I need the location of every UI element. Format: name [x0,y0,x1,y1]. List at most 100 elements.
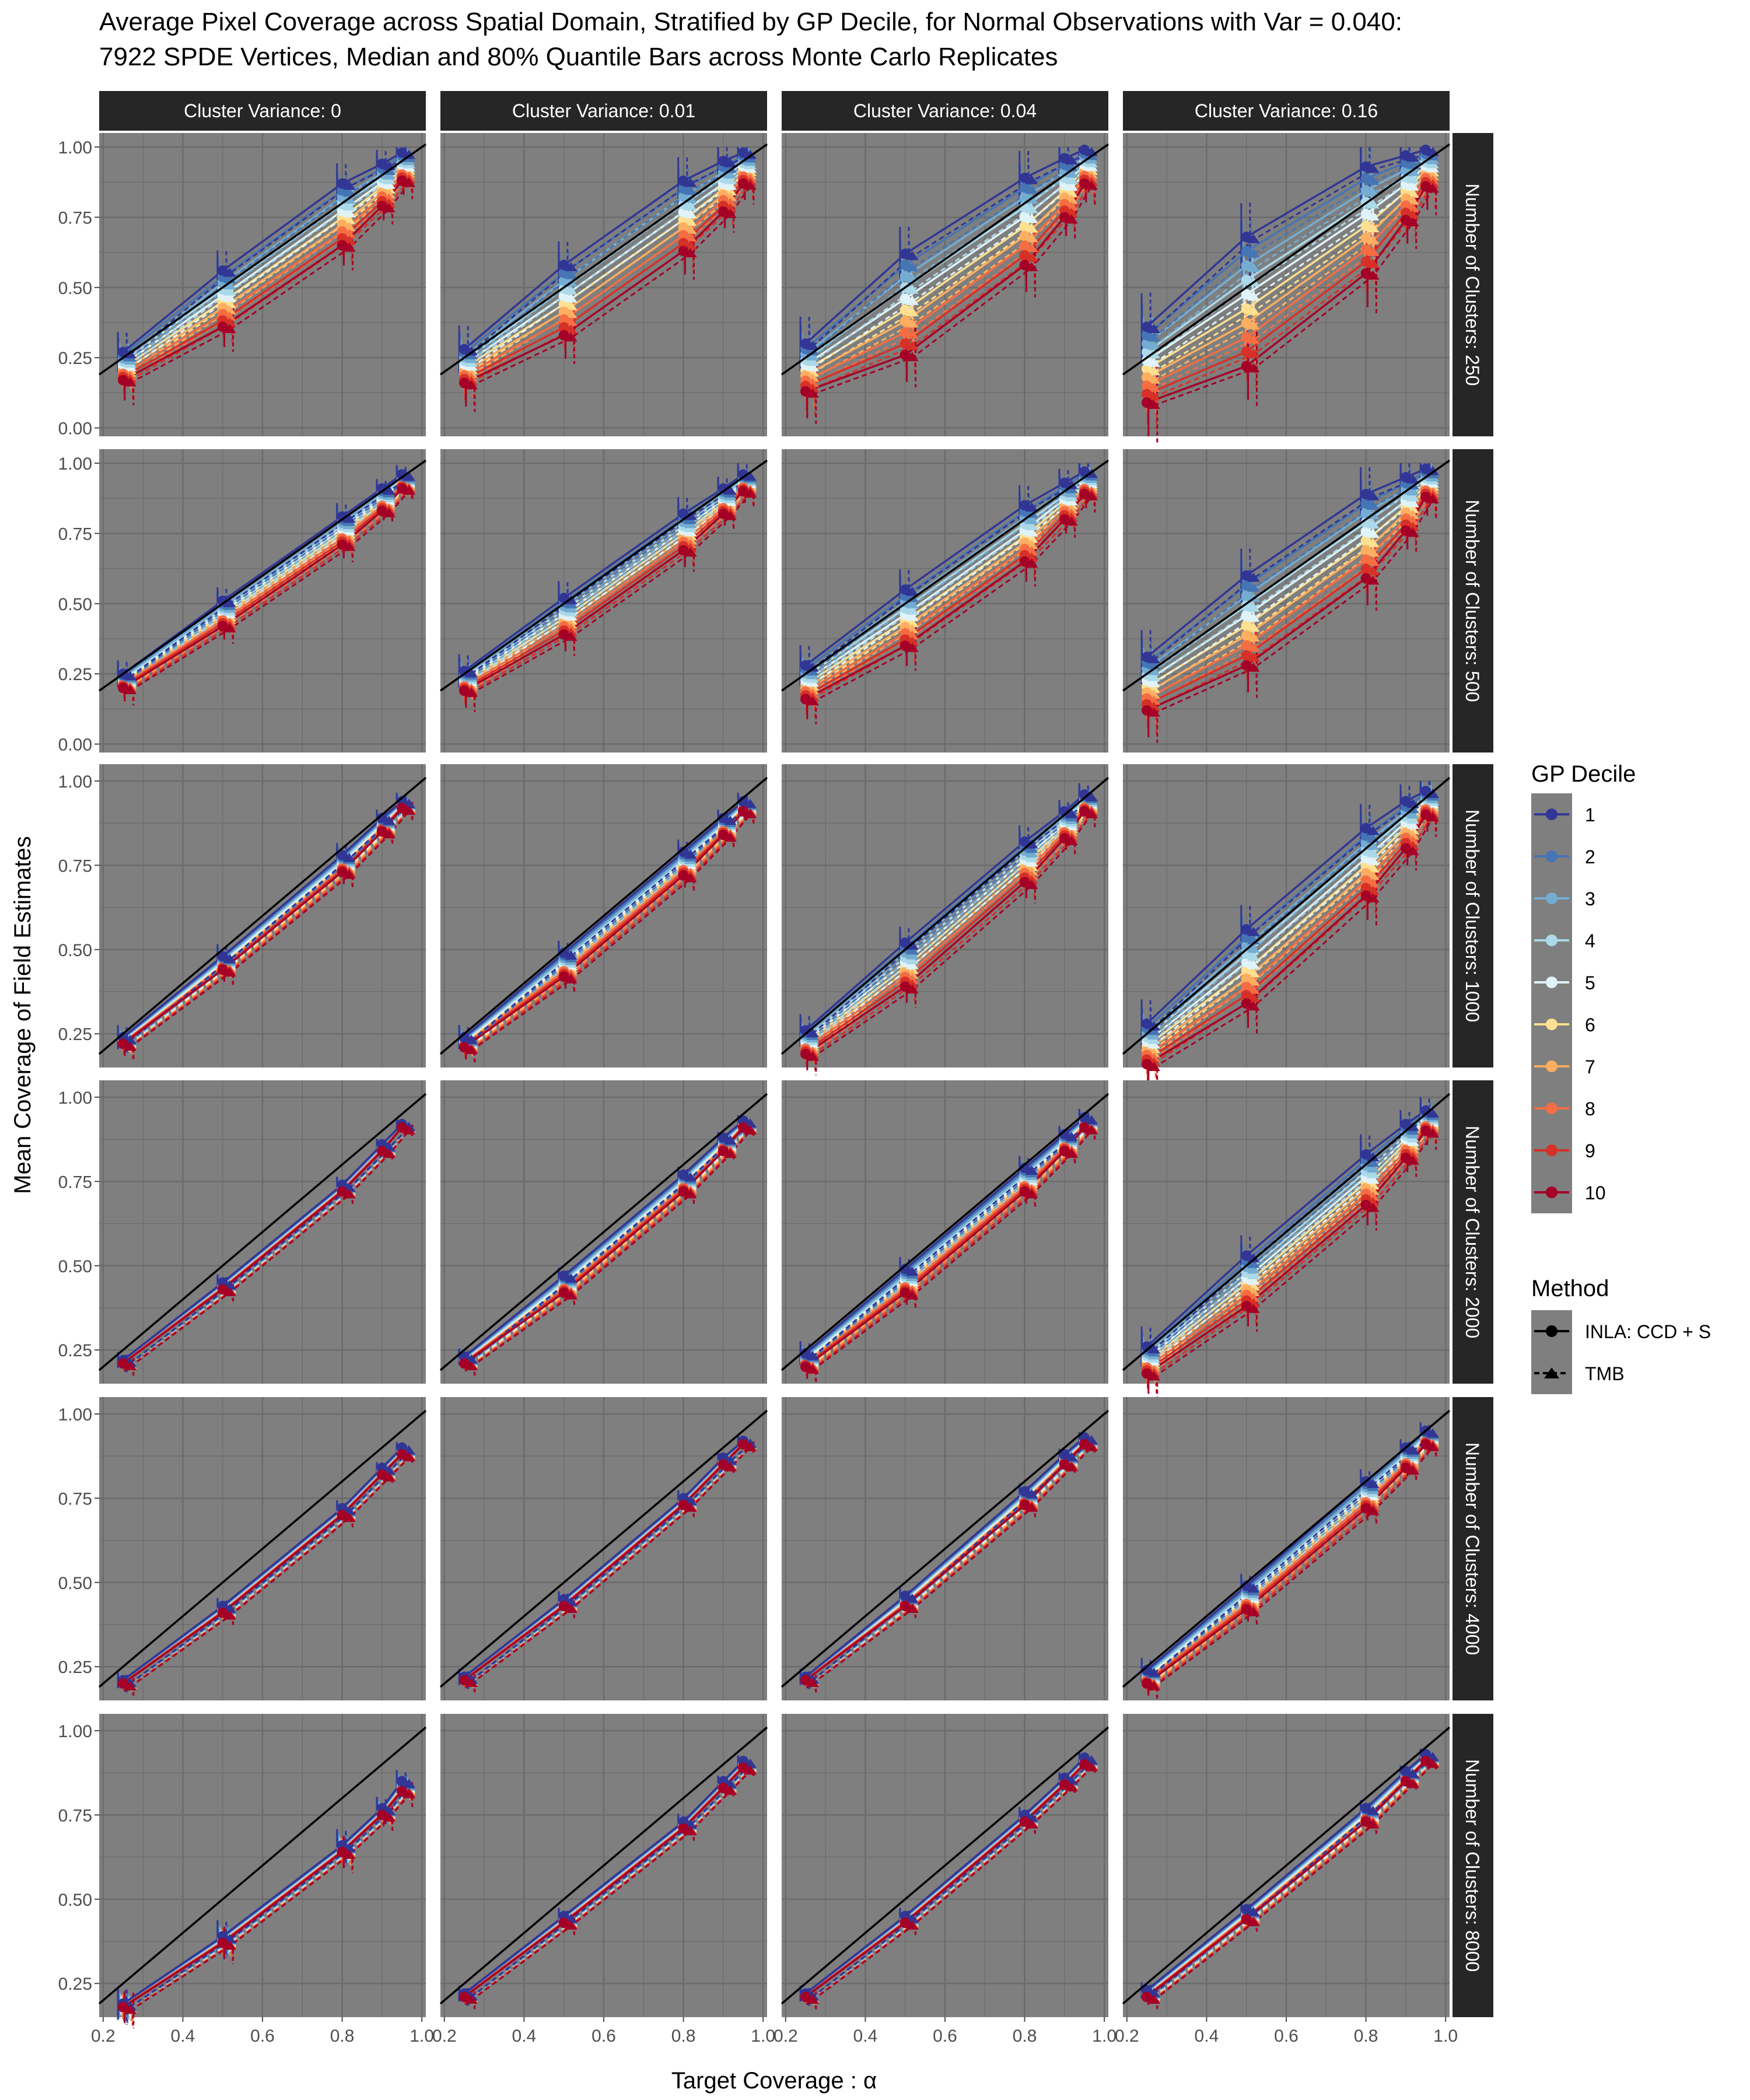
inla-point [1241,981,1252,992]
tmb-point [806,1051,819,1061]
inla-point [217,621,228,632]
inla-point [217,964,228,975]
tmb-point [123,1041,136,1051]
y-tick-label: 0.25 [58,349,92,368]
tmb-point [1147,1021,1160,1031]
inla-point [1400,193,1411,204]
tmb-point [564,1273,578,1283]
tmb-point [905,1290,919,1300]
tmb-point [684,216,697,226]
tmb-point [1406,814,1419,824]
tmb-series-line-decile-8 [471,489,751,690]
facet-panel [98,1397,427,1700]
tmb-point [905,1266,919,1276]
inla-point [376,813,387,824]
tmb-point [1366,223,1380,233]
tmb-point [564,974,578,984]
tmb-series-line-decile-1 [471,476,751,675]
inla-point [1241,590,1252,601]
facet-panel [439,1397,768,1700]
tmb-point [1247,582,1260,592]
inla-point [1019,173,1030,184]
tmb-point [1147,677,1160,687]
tmb-point [1147,400,1160,409]
inla-point [900,271,911,282]
inla-point [1420,786,1432,797]
inla-point [1400,796,1411,807]
row-strip-label: Number of Clusters: 4000 [1462,1443,1483,1656]
tmb-point [1247,642,1260,652]
tmb-point [905,955,919,964]
inla-point [1079,178,1090,189]
tmb-point [1025,252,1038,262]
inla-point [558,971,569,982]
inla-point [1019,211,1030,222]
inla-point [558,330,569,341]
y-tick-label: 0.50 [58,279,92,298]
inla-point [1360,822,1371,834]
inla-point [1360,498,1371,509]
inla-point [678,870,689,881]
tmb-point [1065,1132,1078,1142]
inla-point [217,265,228,276]
inla-point [1241,650,1252,661]
tmb-point [1366,187,1380,197]
inla-point [1241,1250,1252,1261]
inla-point [1241,580,1252,591]
tmb-point [1147,1371,1160,1381]
inla-point [1241,274,1252,285]
inla-point [678,846,689,858]
tmb-point [905,329,919,339]
inla-point [1019,230,1030,242]
column-strip-label: Cluster Variance: 0 [184,100,341,121]
tmb-point [1247,1264,1260,1274]
tmb-point [564,316,578,326]
inla-point [558,947,569,958]
tmb-point [1366,1479,1380,1489]
tmb-point [1247,1253,1260,1263]
tmb-point [1065,480,1078,489]
tmb-point [1247,1606,1260,1616]
tmb-point [905,611,919,621]
inla-point [558,322,569,333]
inla-point [117,682,128,694]
inla-point [376,505,387,516]
tmb-series-line-decile-8 [812,491,1093,695]
identity-line [1122,1093,1451,1371]
identity-line [439,459,768,692]
inla-point [1019,220,1030,232]
tmb-point [905,307,919,317]
tmb-point [806,662,819,672]
inla-point [738,486,749,497]
tmb-series-line-decile-1 [130,155,410,356]
tmb-point [123,685,136,695]
tmb-series-line-decile-10 [130,1130,410,1368]
tmb-point [905,586,919,596]
tmb-point [342,541,356,551]
tmb-point [1366,491,1380,501]
inla-point [558,1287,569,1298]
column-strip-label: Cluster Variance: 0.16 [1195,100,1378,121]
tmb-point [564,631,578,641]
y-tick-label: 0.00 [58,736,92,755]
tmb-point [1247,1001,1260,1010]
tmb-point [223,967,236,977]
tmb-point [1247,1275,1260,1285]
inla-point [1400,472,1411,483]
tmb-point [1065,174,1078,184]
tmb-point [806,346,819,355]
tmb-point [1406,474,1419,484]
tmb-point [806,356,819,366]
y-tick-label: 0.75 [58,524,92,544]
inla-point [678,545,689,556]
inla-point [1360,1149,1371,1160]
tmb-point [123,1681,136,1690]
tmb-point [1247,992,1260,1002]
inla-point [1241,660,1252,671]
tmb-series-line-decile-1 [812,1440,1092,1681]
facet-panel [98,1714,427,2028]
tmb-point [402,1452,416,1461]
inla-point [900,249,911,260]
identity-line [1122,1409,1451,1688]
inla-point [376,1469,387,1480]
